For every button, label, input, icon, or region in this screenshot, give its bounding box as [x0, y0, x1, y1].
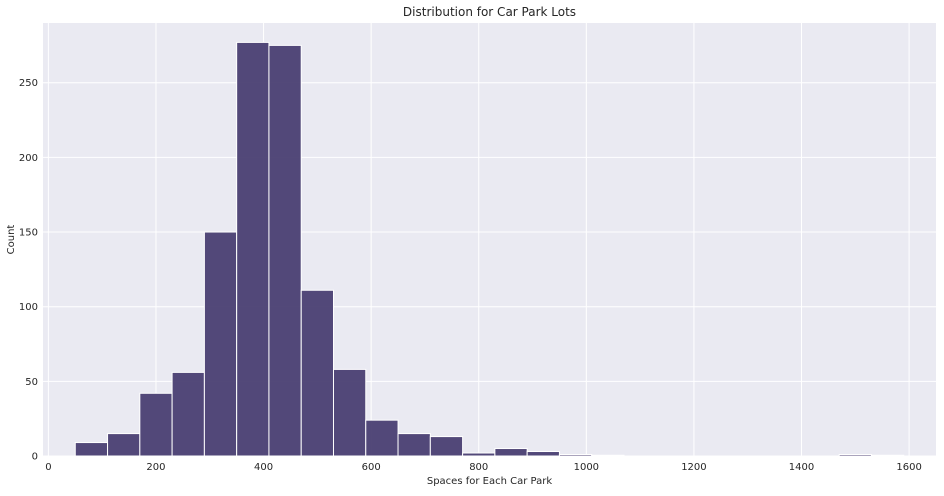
x-tick-label: 800	[469, 462, 488, 473]
x-tick-label: 1200	[681, 462, 706, 473]
histogram-bar	[139, 392, 173, 457]
y-tick-label: 200	[19, 153, 38, 164]
x-tick-label: 1000	[574, 462, 599, 473]
histogram-bar	[365, 419, 399, 457]
chart-title: Distribution for Car Park Lots	[403, 5, 576, 19]
histogram-bar	[236, 41, 270, 457]
histogram-bar	[429, 436, 464, 457]
y-tick-label: 150	[19, 228, 38, 239]
x-axis-label: Spaces for Each Car Park	[427, 476, 552, 487]
y-tick-label: 100	[19, 302, 38, 313]
x-tick-label: 1400	[789, 462, 814, 473]
histogram-bar	[300, 289, 334, 457]
histogram-bar	[558, 454, 593, 457]
x-tick-label: 0	[45, 462, 51, 473]
x-axis-ticks: 0 200 400 600 800 1000 1200 1400 1600	[45, 462, 922, 473]
histogram-bar	[526, 451, 560, 457]
y-tick-label: 50	[25, 377, 38, 388]
histogram-bar	[462, 452, 496, 457]
histogram-bar	[397, 433, 431, 457]
histogram-bar	[870, 454, 905, 457]
histogram-bar	[107, 433, 141, 457]
histogram-bar	[74, 442, 109, 457]
histogram-bar	[591, 454, 625, 457]
histogram-bar	[332, 368, 367, 457]
histogram-bar	[203, 231, 238, 457]
histogram-bar	[171, 371, 205, 457]
y-tick-label: 0	[32, 452, 38, 463]
histogram-bar	[268, 44, 302, 457]
histogram-bar	[838, 454, 872, 457]
y-axis-ticks: 0 50 100 150 200 250	[19, 78, 38, 462]
y-axis-label: Count	[6, 225, 17, 255]
histogram-bars	[74, 41, 905, 457]
x-tick-label: 1600	[896, 462, 921, 473]
x-tick-label: 400	[254, 462, 273, 473]
y-tick-label: 250	[19, 78, 38, 89]
x-tick-label: 600	[362, 462, 381, 473]
x-tick-label: 200	[146, 462, 165, 473]
histogram-bar	[494, 448, 528, 457]
